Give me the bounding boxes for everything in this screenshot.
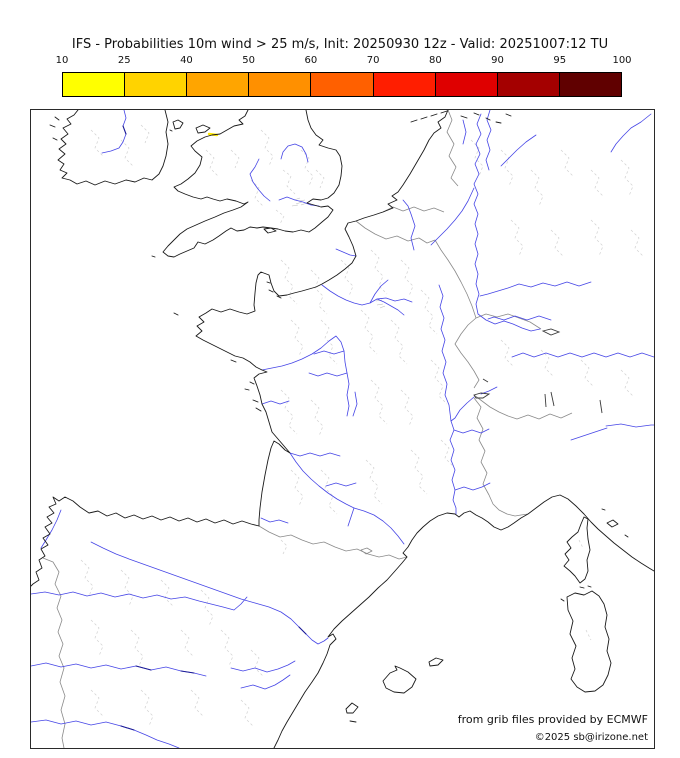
colorbar-tick-70: 70 <box>366 55 380 66</box>
colorbar-segment-25-40 <box>125 73 188 96</box>
colorbar-tick-50: 50 <box>242 55 256 66</box>
colorbar-tick-labels: 10 25 40 50 60 70 80 90 95 100 <box>56 55 632 69</box>
colorbar-tick-10: 10 <box>55 55 69 66</box>
colorbar-tick-25: 25 <box>117 55 131 66</box>
admin-boundaries-layer <box>80 124 644 727</box>
colorbar: 10 25 40 50 60 70 80 90 95 100 <box>56 55 632 100</box>
colorbar-tick-100: 100 <box>612 55 632 66</box>
balearics-coast <box>345 657 444 723</box>
credit-ecmwf: from grib files provided by ECMWF <box>457 713 648 726</box>
colorbar-segment-60-70 <box>311 73 374 96</box>
colorbar-segment-95-100 <box>559 73 621 96</box>
colorbar-tick-80: 80 <box>428 55 442 66</box>
ireland-coast <box>57 110 169 186</box>
coastlines-layer <box>31 110 654 748</box>
isle-of-wight-coast <box>151 227 277 258</box>
rivers-layer <box>31 110 654 748</box>
colorbar-segment-80-90 <box>435 73 498 96</box>
colorbar-segment-50-60 <box>249 73 312 96</box>
map-frame: from grib files provided by ECMWF ©2025 … <box>30 109 655 749</box>
great-britain-coast <box>162 110 343 258</box>
colorbar-segment-40-50 <box>187 73 250 96</box>
page-title: IFS - Probabilities 10m wind > 25 m/s, I… <box>71 37 609 52</box>
channel-islands <box>266 281 282 299</box>
wadden-islands <box>410 110 512 124</box>
colorbar-scale <box>62 72 622 97</box>
colorbar-tick-40: 40 <box>180 55 193 66</box>
mediterranean-coast <box>273 494 654 748</box>
continental-atlantic-coast <box>31 110 449 587</box>
colorbar-segment-70-80 <box>373 73 436 96</box>
colorbar-tick-95: 95 <box>553 55 567 66</box>
credit-copyright: ©2025 sb@irizone.net <box>534 732 648 743</box>
atlantic-islands <box>173 312 262 412</box>
isle-of-man-coast <box>169 119 184 132</box>
rivers-dark-segments <box>120 125 307 731</box>
sardinia-coast <box>560 585 612 693</box>
corsica-coast <box>563 516 591 584</box>
anglesey-coast <box>195 124 211 134</box>
colorbar-segment-90-95 <box>497 73 560 96</box>
colorbar-tick-60: 60 <box>304 55 318 66</box>
colorbar-segment-10-25 <box>63 73 126 96</box>
colorbar-tick-90: 90 <box>491 55 504 66</box>
lakes-layer <box>473 328 603 414</box>
elba-coast <box>601 508 629 538</box>
country-borders-layer <box>42 110 573 748</box>
urban-areas <box>291 197 386 309</box>
europe-map-svg <box>31 110 654 748</box>
